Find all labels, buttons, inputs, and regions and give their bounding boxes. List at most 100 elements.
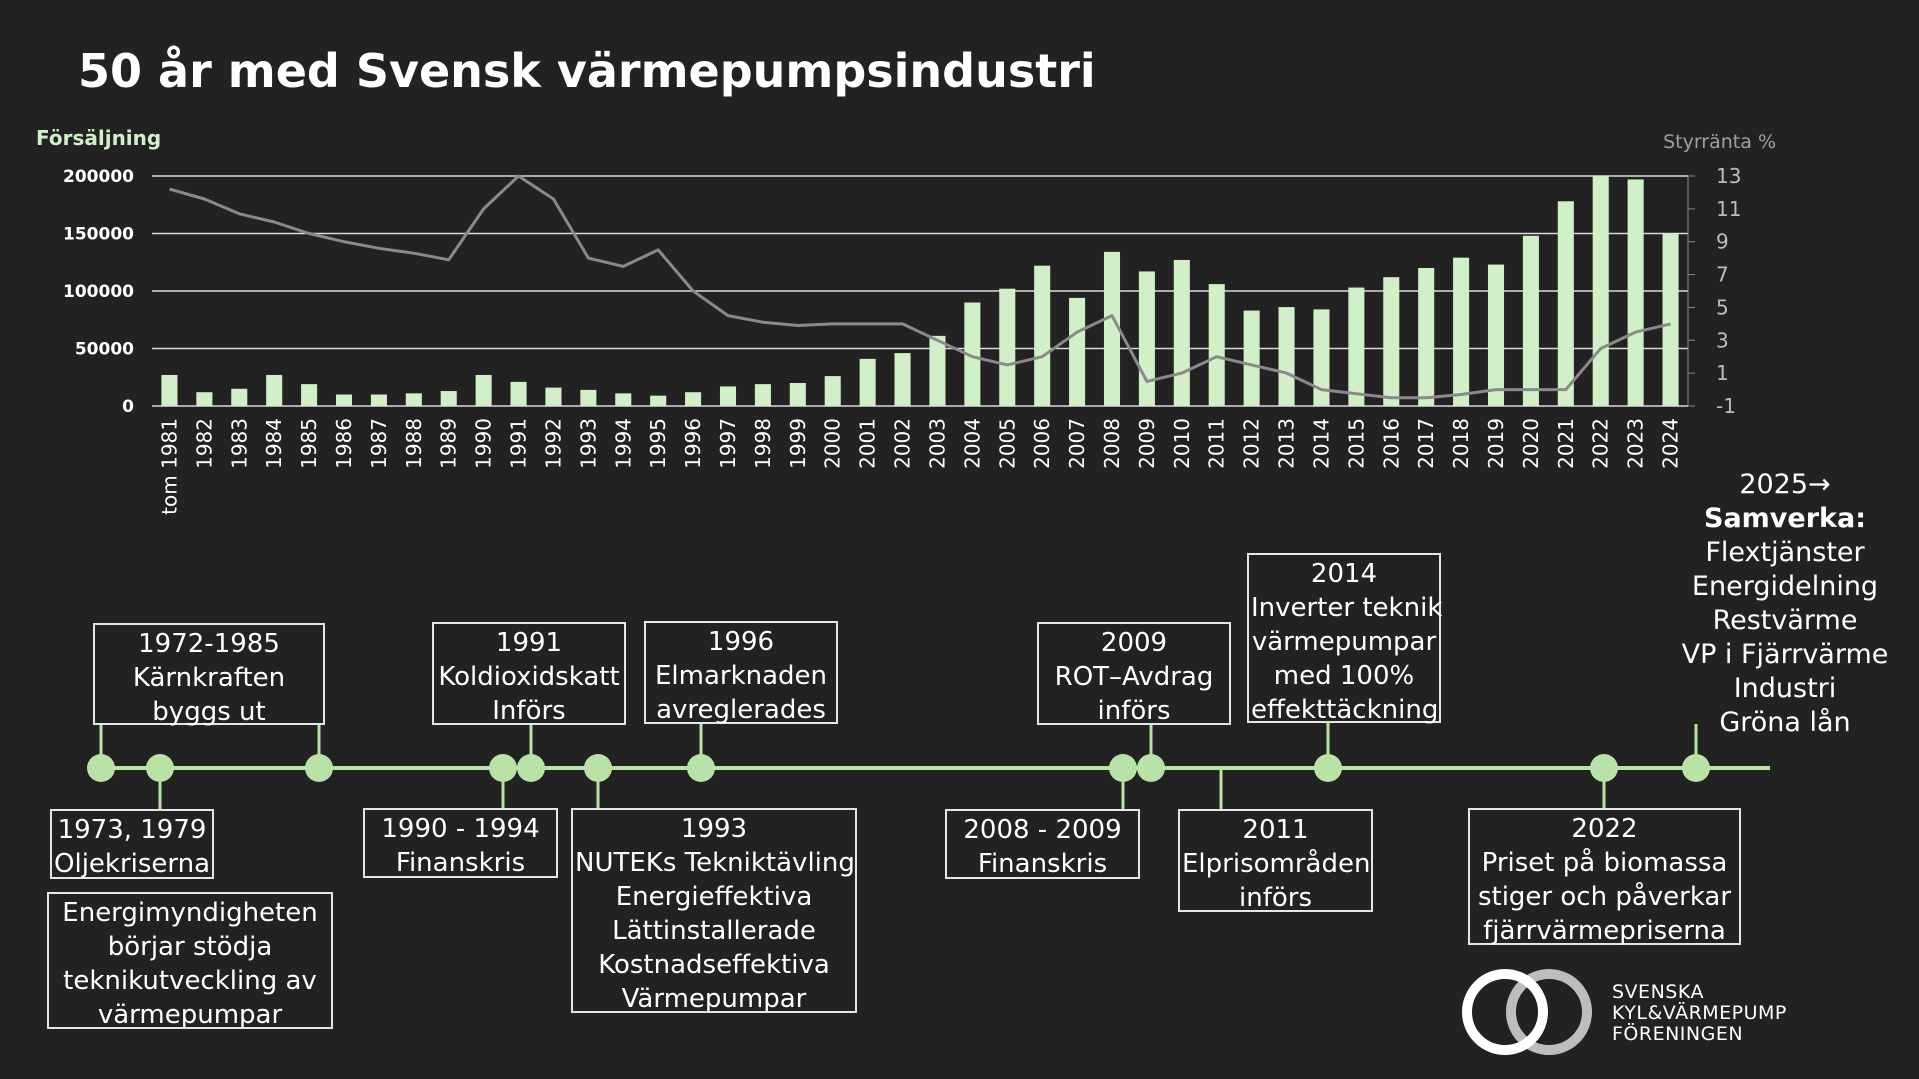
x-tick-label: 2011 (1205, 418, 1229, 469)
bar-2013 (1278, 307, 1295, 406)
bar-2018 (1453, 257, 1470, 406)
x-tick-label: 1991 (507, 418, 531, 469)
bar-2020 (1522, 235, 1539, 406)
bar-1986 (335, 394, 353, 406)
event-1972-1985: 1972-1985 Kärnkraften byggs ut (93, 623, 325, 727)
x-tick-label: 2015 (1344, 418, 1368, 469)
y2-axis-label: Styrränta % (1663, 131, 1776, 153)
x-tick-label: 2010 (1170, 418, 1194, 469)
timeline-marker (1682, 754, 1710, 782)
x-tick-label: 2024 (1659, 418, 1683, 469)
event-2014: 2014 Inverter teknik värmepumpar med 100% ef… (1247, 553, 1442, 725)
x-tick-label: 1986 (332, 418, 356, 469)
bar-1998 (754, 384, 771, 406)
x-tick-label: 2012 (1240, 418, 1264, 469)
y-tick-label: 0 (122, 397, 134, 417)
x-tick-label: 2003 (926, 418, 950, 469)
bar-1994 (615, 393, 632, 406)
x-tick-label: 2000 (821, 418, 845, 469)
bar-1989 (440, 391, 457, 406)
x-tick-label: 1990 (472, 418, 496, 469)
future-subheading: Samverka: (1704, 503, 1866, 534)
timeline-marker (687, 754, 715, 782)
x-tick-label: 1982 (192, 418, 216, 469)
y-tick-label: 150000 (63, 225, 134, 245)
event-finanskris-1990: 1990 - 1994 Finanskris (363, 808, 558, 878)
timeline-marker (1590, 754, 1618, 782)
event-1993: 1993 NUTEKs Tekniktävling Energieffektiva L… (571, 808, 857, 1014)
x-tick-label: 2001 (856, 418, 880, 469)
bar-1997 (719, 386, 737, 406)
y-axis-label: Försäljning (36, 126, 161, 150)
x-tick-label: 2008 (1100, 418, 1124, 469)
timeline-marker (584, 754, 612, 782)
x-tick-label: 1992 (542, 418, 566, 469)
bar-2007 (1069, 297, 1086, 406)
bar-1990 (475, 374, 492, 406)
logo-text: SVENSKA KYL&VÄRMEPUMP FÖRENINGEN (1612, 981, 1787, 1045)
bar-2014 (1313, 309, 1330, 406)
bar-1983 (231, 388, 248, 406)
x-tick-label: 1985 (297, 418, 321, 469)
x-tick-label: 2021 (1554, 418, 1578, 469)
x-tick-label: 2018 (1449, 418, 1473, 469)
bar-2016 (1383, 277, 1400, 406)
bar-1999 (789, 383, 806, 406)
y2-tick-label: -1 (1716, 394, 1736, 418)
x-tick-label: 2004 (960, 418, 984, 469)
future-block: 2025→ Samverka: Flextjänster Energidelni… (1681, 469, 1889, 738)
x-tick-label: 1989 (437, 418, 461, 469)
bar-2011 (1208, 284, 1225, 406)
bar-1992 (545, 387, 562, 406)
timeline-marker (146, 754, 174, 782)
event-1996: 1996 Elmarknaden avreglerades (644, 621, 838, 725)
styrranta-line (169, 174, 1671, 400)
x-tick-label: 2017 (1414, 418, 1438, 469)
y-tick-label: 50000 (75, 340, 134, 360)
x-tick-label: 2016 (1379, 418, 1403, 469)
timeline-marker (489, 754, 517, 782)
timeline-marker (1137, 754, 1165, 782)
event-1991: 1991 Koldioxidskatt Införs (432, 622, 626, 726)
x-tick-label: 1995 (646, 418, 670, 469)
future-heading: 2025→ (1739, 469, 1831, 500)
bar-1987 (370, 394, 387, 406)
x-tick-label: 2005 (995, 418, 1019, 469)
bar-1988 (405, 393, 422, 406)
x-tick-label: 2019 (1484, 418, 1508, 469)
timeline-marker (1314, 754, 1342, 782)
event-finanskris-2008: 2008 - 2009 Finanskris (945, 809, 1140, 879)
x-tick-label: 1984 (262, 418, 286, 469)
bar-2022 (1592, 176, 1609, 406)
x-tick-label: 1993 (576, 418, 600, 469)
x-tick-label: 1987 (367, 418, 391, 469)
y2-tick-label: 5 (1716, 295, 1729, 319)
bar-2017 (1418, 268, 1435, 406)
bar-2003 (929, 335, 946, 406)
bar-1985 (301, 384, 318, 406)
bar-2024 (1662, 233, 1679, 406)
event-oljekriserna: 1973, 1979 Oljekriserna (50, 809, 214, 879)
x-tick-label: 1988 (402, 418, 426, 469)
x-tick-label: 2007 (1065, 418, 1089, 469)
bar-2019 (1487, 264, 1505, 406)
page-title: 50 år med Svensk värmepumpsindustri (78, 44, 1096, 98)
bar-1995 (650, 395, 667, 406)
y2-tick-label: 3 (1716, 328, 1729, 352)
timeline-marker (517, 754, 545, 782)
bar-2004 (964, 302, 981, 406)
x-tick-label: 2023 (1624, 418, 1648, 469)
x-tick-label: 2014 (1310, 418, 1334, 469)
bar-2021 (1557, 201, 1574, 406)
x-tick-label: 1998 (751, 418, 775, 469)
bar-2005 (999, 288, 1016, 406)
x-tick-label: 2006 (1030, 418, 1054, 469)
x-tick-label: 2002 (891, 418, 915, 469)
y-tick-label: 100000 (63, 282, 134, 302)
timeline-marker (305, 754, 333, 782)
bar-1991 (510, 381, 527, 406)
y2-tick-label: 9 (1716, 230, 1729, 254)
bar-2002 (894, 353, 911, 406)
bar-2001 (859, 358, 876, 406)
